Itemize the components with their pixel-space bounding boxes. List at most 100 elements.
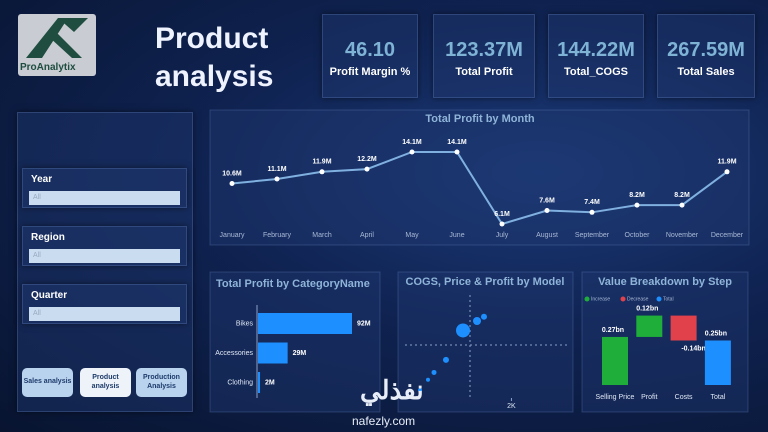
scatter-point bbox=[425, 377, 430, 382]
waterfall-bar bbox=[704, 340, 731, 385]
data-label: 0.25bn bbox=[705, 330, 727, 337]
slicer: Quarter All bbox=[22, 284, 187, 324]
data-label: 10.6M bbox=[222, 170, 242, 177]
data-label: 8.2M bbox=[674, 192, 690, 199]
kpi-card: 267.59M Total Sales bbox=[657, 14, 755, 98]
legend-label: Increase bbox=[591, 296, 610, 302]
data-label: -0.14bn bbox=[681, 345, 706, 352]
x-tick-label: April bbox=[360, 232, 374, 239]
line-point bbox=[409, 149, 415, 155]
x-tick-label: May bbox=[405, 232, 419, 239]
line-point bbox=[364, 166, 370, 172]
kpi-card: 46.10 Profit Margin % bbox=[322, 14, 418, 98]
x-tick-label: September bbox=[575, 232, 610, 239]
kpi-label: Total Sales bbox=[677, 66, 735, 78]
scatter-point bbox=[480, 313, 487, 320]
bar bbox=[258, 372, 261, 393]
slicer-label: Quarter bbox=[31, 290, 68, 301]
kpi-label: Total Profit bbox=[455, 66, 513, 78]
nav-button[interactable]: Production Analysis bbox=[136, 368, 187, 397]
logo-text: ProAnalytix bbox=[20, 62, 76, 73]
x-tick-label: January bbox=[220, 232, 245, 239]
waterfall-bar bbox=[670, 315, 697, 341]
line-panel bbox=[209, 109, 750, 246]
data-label: 12.2M bbox=[357, 156, 377, 163]
profit-line bbox=[231, 151, 728, 226]
slicer: Year All bbox=[22, 168, 187, 208]
scatter-point bbox=[456, 323, 471, 338]
data-label: 0.27bn bbox=[602, 327, 624, 334]
data-label: 7.6M bbox=[539, 197, 555, 204]
x-tick-label: February bbox=[263, 232, 292, 239]
data-label: 11.9M bbox=[312, 159, 331, 166]
chart-title: Total Profit by Month bbox=[425, 113, 534, 125]
line-point bbox=[319, 169, 325, 175]
kpi-label: Total_COGS bbox=[564, 66, 628, 78]
slicer-label: Year bbox=[31, 174, 53, 185]
x-tick-label: Selling Price bbox=[596, 394, 635, 401]
scatter-point bbox=[418, 388, 423, 393]
kpi-value: 144.22M bbox=[557, 39, 635, 61]
slicer-dropdown: All bbox=[29, 307, 180, 321]
slicer: Region All bbox=[22, 226, 187, 266]
bar bbox=[258, 342, 288, 364]
kpi-value: 267.59M bbox=[667, 39, 745, 61]
data-label: 14.1M bbox=[402, 139, 422, 146]
scatter-point bbox=[473, 317, 482, 325]
line-point bbox=[274, 176, 280, 182]
kpi-card: 144.22M Total_COGS bbox=[548, 14, 644, 98]
slicer-dropdown: All bbox=[29, 249, 180, 263]
data-label: 14.1M bbox=[447, 139, 467, 146]
data-label: 2M bbox=[265, 379, 275, 386]
x-tick-label: November bbox=[666, 232, 699, 239]
x-tick-label: July bbox=[496, 232, 509, 239]
legend-swatch bbox=[656, 296, 662, 302]
y-tick-label: Bikes bbox=[236, 320, 254, 327]
data-label: 7.4M bbox=[584, 199, 600, 206]
bar-panel bbox=[209, 271, 381, 413]
x-tick-label: March bbox=[312, 232, 332, 239]
scatter-point bbox=[431, 369, 437, 375]
scatter-point bbox=[442, 356, 449, 363]
line-point bbox=[499, 221, 505, 227]
x-tick-label: June bbox=[449, 232, 464, 239]
data-label: 11.9M bbox=[717, 159, 736, 166]
x-tick-label: 2K bbox=[507, 403, 516, 410]
x-tick-label: Profit bbox=[641, 394, 657, 401]
chart-title: COGS, Price & Profit by Model bbox=[406, 276, 565, 288]
kpi-card: 123.37M Total Profit bbox=[433, 14, 535, 98]
data-label: 92M bbox=[357, 320, 371, 327]
line-point bbox=[679, 202, 685, 208]
x-tick-label: August bbox=[536, 232, 558, 239]
legend-swatch bbox=[620, 296, 626, 302]
slicer-label: Region bbox=[31, 232, 65, 243]
bar bbox=[258, 313, 352, 334]
line-point bbox=[229, 181, 235, 186]
waterfall-bar bbox=[602, 336, 628, 385]
line-point bbox=[589, 209, 595, 215]
logo: ProAnalytix bbox=[18, 14, 96, 76]
data-label: 29M bbox=[293, 350, 307, 357]
data-label: 8.2M bbox=[629, 192, 645, 199]
waterfall-bar bbox=[636, 315, 663, 337]
x-tick-label: Costs bbox=[675, 394, 693, 401]
line-point bbox=[724, 169, 730, 175]
slicer-dropdown: All bbox=[29, 191, 180, 205]
legend-label: Total bbox=[663, 296, 674, 302]
line-point bbox=[634, 202, 640, 208]
line-point bbox=[544, 208, 550, 213]
nav-button[interactable]: Product analysis bbox=[80, 368, 131, 397]
y-tick-label: Clothing bbox=[227, 379, 253, 386]
kpi-value: 123.37M bbox=[445, 39, 523, 61]
data-label: 11.1M bbox=[267, 166, 286, 173]
page-title: Product analysis bbox=[155, 22, 274, 93]
logo-mark bbox=[26, 18, 88, 58]
kpi-value: 46.10 bbox=[344, 39, 396, 61]
nav-button[interactable]: Sales analysis bbox=[22, 368, 73, 397]
legend-swatch bbox=[584, 296, 590, 302]
legend-label: Decrease bbox=[627, 296, 649, 302]
data-label: 6.1M bbox=[494, 211, 510, 218]
y-tick-label: Accessories bbox=[215, 350, 253, 357]
